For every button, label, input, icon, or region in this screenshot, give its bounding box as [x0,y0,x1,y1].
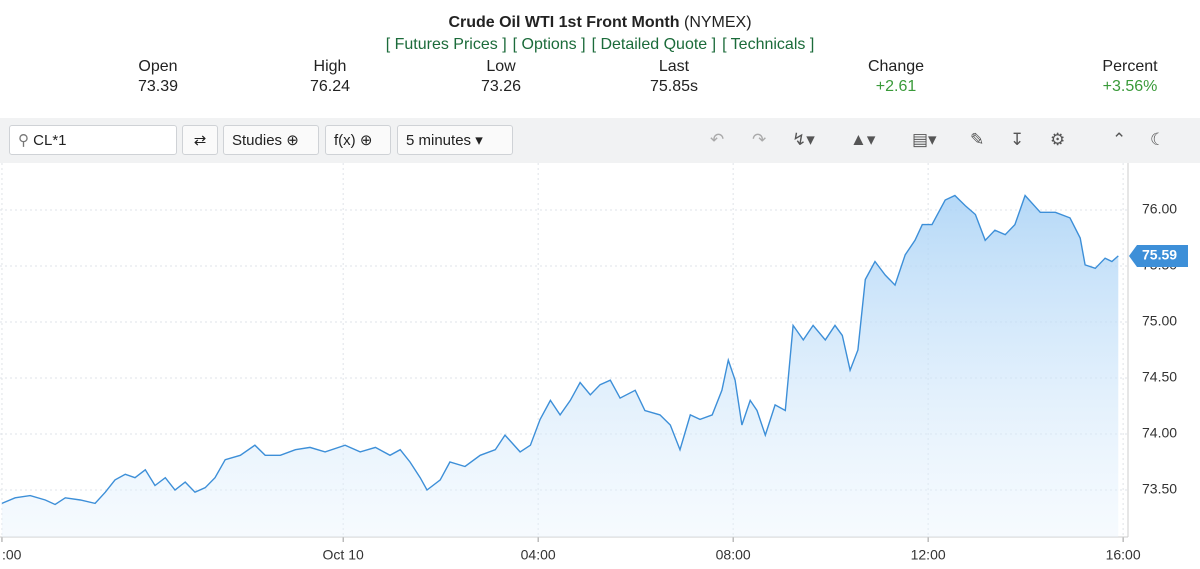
stat-label: Change [867,58,925,75]
stat: Change +2.61 [836,57,956,97]
y-tick-label: 74.00 [1142,425,1177,441]
stat-value: 76.24 [309,78,351,95]
y-tick-label: 75.00 [1142,313,1177,329]
stat-label: Last [658,58,690,75]
compare-button[interactable]: ⇄ [182,125,218,155]
quote-header: Crude Oil WTI 1st Front Month (NYMEX) [ … [0,0,1200,116]
interval-label: 5 minutes [406,132,472,149]
stat: Last 75.85s [614,57,734,97]
stat: High 76.24 [270,57,390,97]
stat-value: 73.39 [137,78,179,95]
stat-label: Percent [1102,58,1158,75]
last-price-tag [1129,244,1188,267]
symbol: CL*1 [33,132,67,149]
link[interactable]: [ Futures Prices ] [385,36,507,53]
title: Crude Oil WTI 1st Front Month [448,14,680,31]
x-tick-label: 08:00 [716,547,751,563]
stat: Percent +3.56% [1070,57,1190,97]
stat-label: High [313,58,347,75]
fx-label: f(x) [334,132,356,149]
exchange: (NYMEX) [683,14,752,31]
draw-icon[interactable]: ↯▾ [792,130,815,149]
y-tick-label: 73.50 [1142,481,1177,497]
layout-icon[interactable]: ▤▾ [912,130,937,149]
studies-label: Studies [232,132,283,149]
stat-value: +3.56% [1102,78,1158,95]
collapse-icon[interactable]: ⌃ [1112,130,1127,149]
pencil-icon[interactable]: ✎ [970,130,985,149]
stat: Low 73.26 [441,57,561,97]
theme-icon[interactable]: ☾ [1150,130,1166,149]
x-tick-label: Oct 10 [323,547,364,563]
link[interactable]: [ Detailed Quote ] [591,36,717,53]
stat-label: Low [486,58,516,75]
y-tick-label: 74.50 [1142,369,1177,385]
y-tick-label: 76.00 [1142,201,1177,217]
price-line [1,194,1119,506]
symbol-input[interactable]: ⚲ CL*1 [9,125,177,155]
links: [ Futures Prices ] [ Options ] [ Detailed … [0,36,1200,54]
area-fill [1,195,1119,537]
download-icon[interactable]: ↧ [1010,130,1025,149]
stat-label: Open [138,58,178,75]
toolbar: ⚲ CL*1 ⇄ Studies ⊕ f(x) ⊕ 5 minutes ▾ ↶ … [0,118,1200,163]
settings-icon[interactable]: ⚙ [1050,130,1066,149]
chart-type-icon[interactable]: ▲▾ [850,130,876,149]
stat-value: 75.85s [649,78,699,95]
x-tick-label: :00 [2,547,22,563]
stat: Open 73.39 [98,57,218,97]
x-tick-label: 16:00 [1106,547,1141,563]
stat-value: 73.26 [480,78,522,95]
link[interactable]: [ Options ] [512,36,586,53]
redo-icon[interactable]: ↷ [752,130,767,149]
studies-button[interactable]: Studies ⊕ [223,125,319,155]
stat-value: +2.61 [875,78,917,95]
fx-button[interactable]: f(x) ⊕ [325,125,391,155]
last-price-label: 75.59 [1142,247,1177,263]
interval-select[interactable]: 5 minutes ▾ [397,125,513,155]
x-tick-label: 04:00 [521,547,556,563]
title-row: Crude Oil WTI 1st Front Month (NYMEX) [0,14,1200,32]
undo-icon[interactable]: ↶ [710,130,725,149]
x-tick-label: 12:00 [911,547,946,563]
link[interactable]: [ Technicals ] [722,36,815,53]
